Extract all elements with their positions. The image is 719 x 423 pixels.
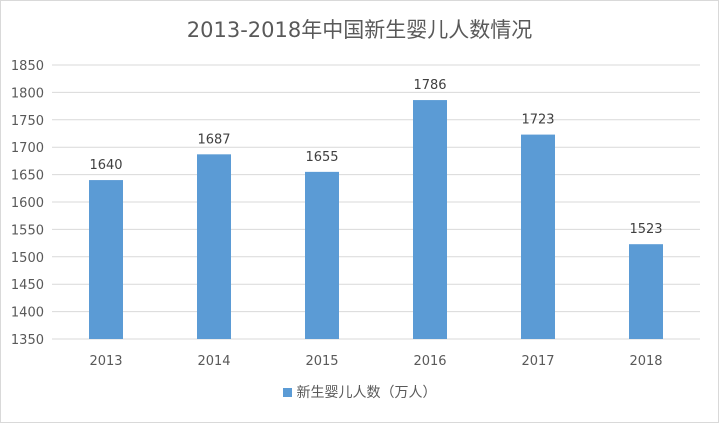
bar — [89, 180, 123, 339]
y-tick-label: 1400 — [11, 306, 44, 321]
y-tick-label: 1350 — [11, 333, 44, 348]
data-label: 1640 — [89, 158, 122, 173]
x-tick-label: 2016 — [413, 354, 446, 369]
data-label: 1655 — [305, 150, 338, 165]
y-tick-label: 1600 — [11, 196, 44, 211]
y-tick-label: 1750 — [11, 114, 44, 129]
legend-label: 新生婴儿人数（万人） — [296, 385, 437, 401]
x-tick-label: 2017 — [521, 354, 554, 369]
bar — [629, 244, 663, 339]
y-tick-label: 1650 — [11, 169, 44, 184]
bar — [413, 100, 447, 340]
y-tick-label: 1550 — [11, 223, 44, 238]
y-tick-label: 1800 — [11, 86, 44, 101]
bar — [197, 154, 231, 339]
x-tick-label: 2014 — [197, 354, 230, 369]
data-label: 1723 — [521, 113, 554, 128]
y-tick-label: 1850 — [11, 59, 44, 74]
x-tick-label: 2018 — [629, 354, 662, 369]
y-tick-label: 1450 — [11, 278, 44, 293]
legend: 新生婴儿人数（万人） — [0, 382, 719, 402]
x-tick-label: 2015 — [305, 354, 338, 369]
legend-swatch — [282, 388, 292, 397]
y-tick-label: 1500 — [11, 251, 44, 266]
bar — [521, 134, 555, 339]
y-tick-label: 1700 — [11, 141, 44, 156]
data-label: 1786 — [413, 78, 446, 93]
bar — [305, 171, 339, 339]
data-label: 1523 — [629, 222, 662, 237]
x-tick-label: 2013 — [89, 354, 122, 369]
data-label: 1687 — [197, 132, 230, 147]
chart-title: 2013-2018年中国新生婴儿人数情况 — [186, 18, 533, 42]
